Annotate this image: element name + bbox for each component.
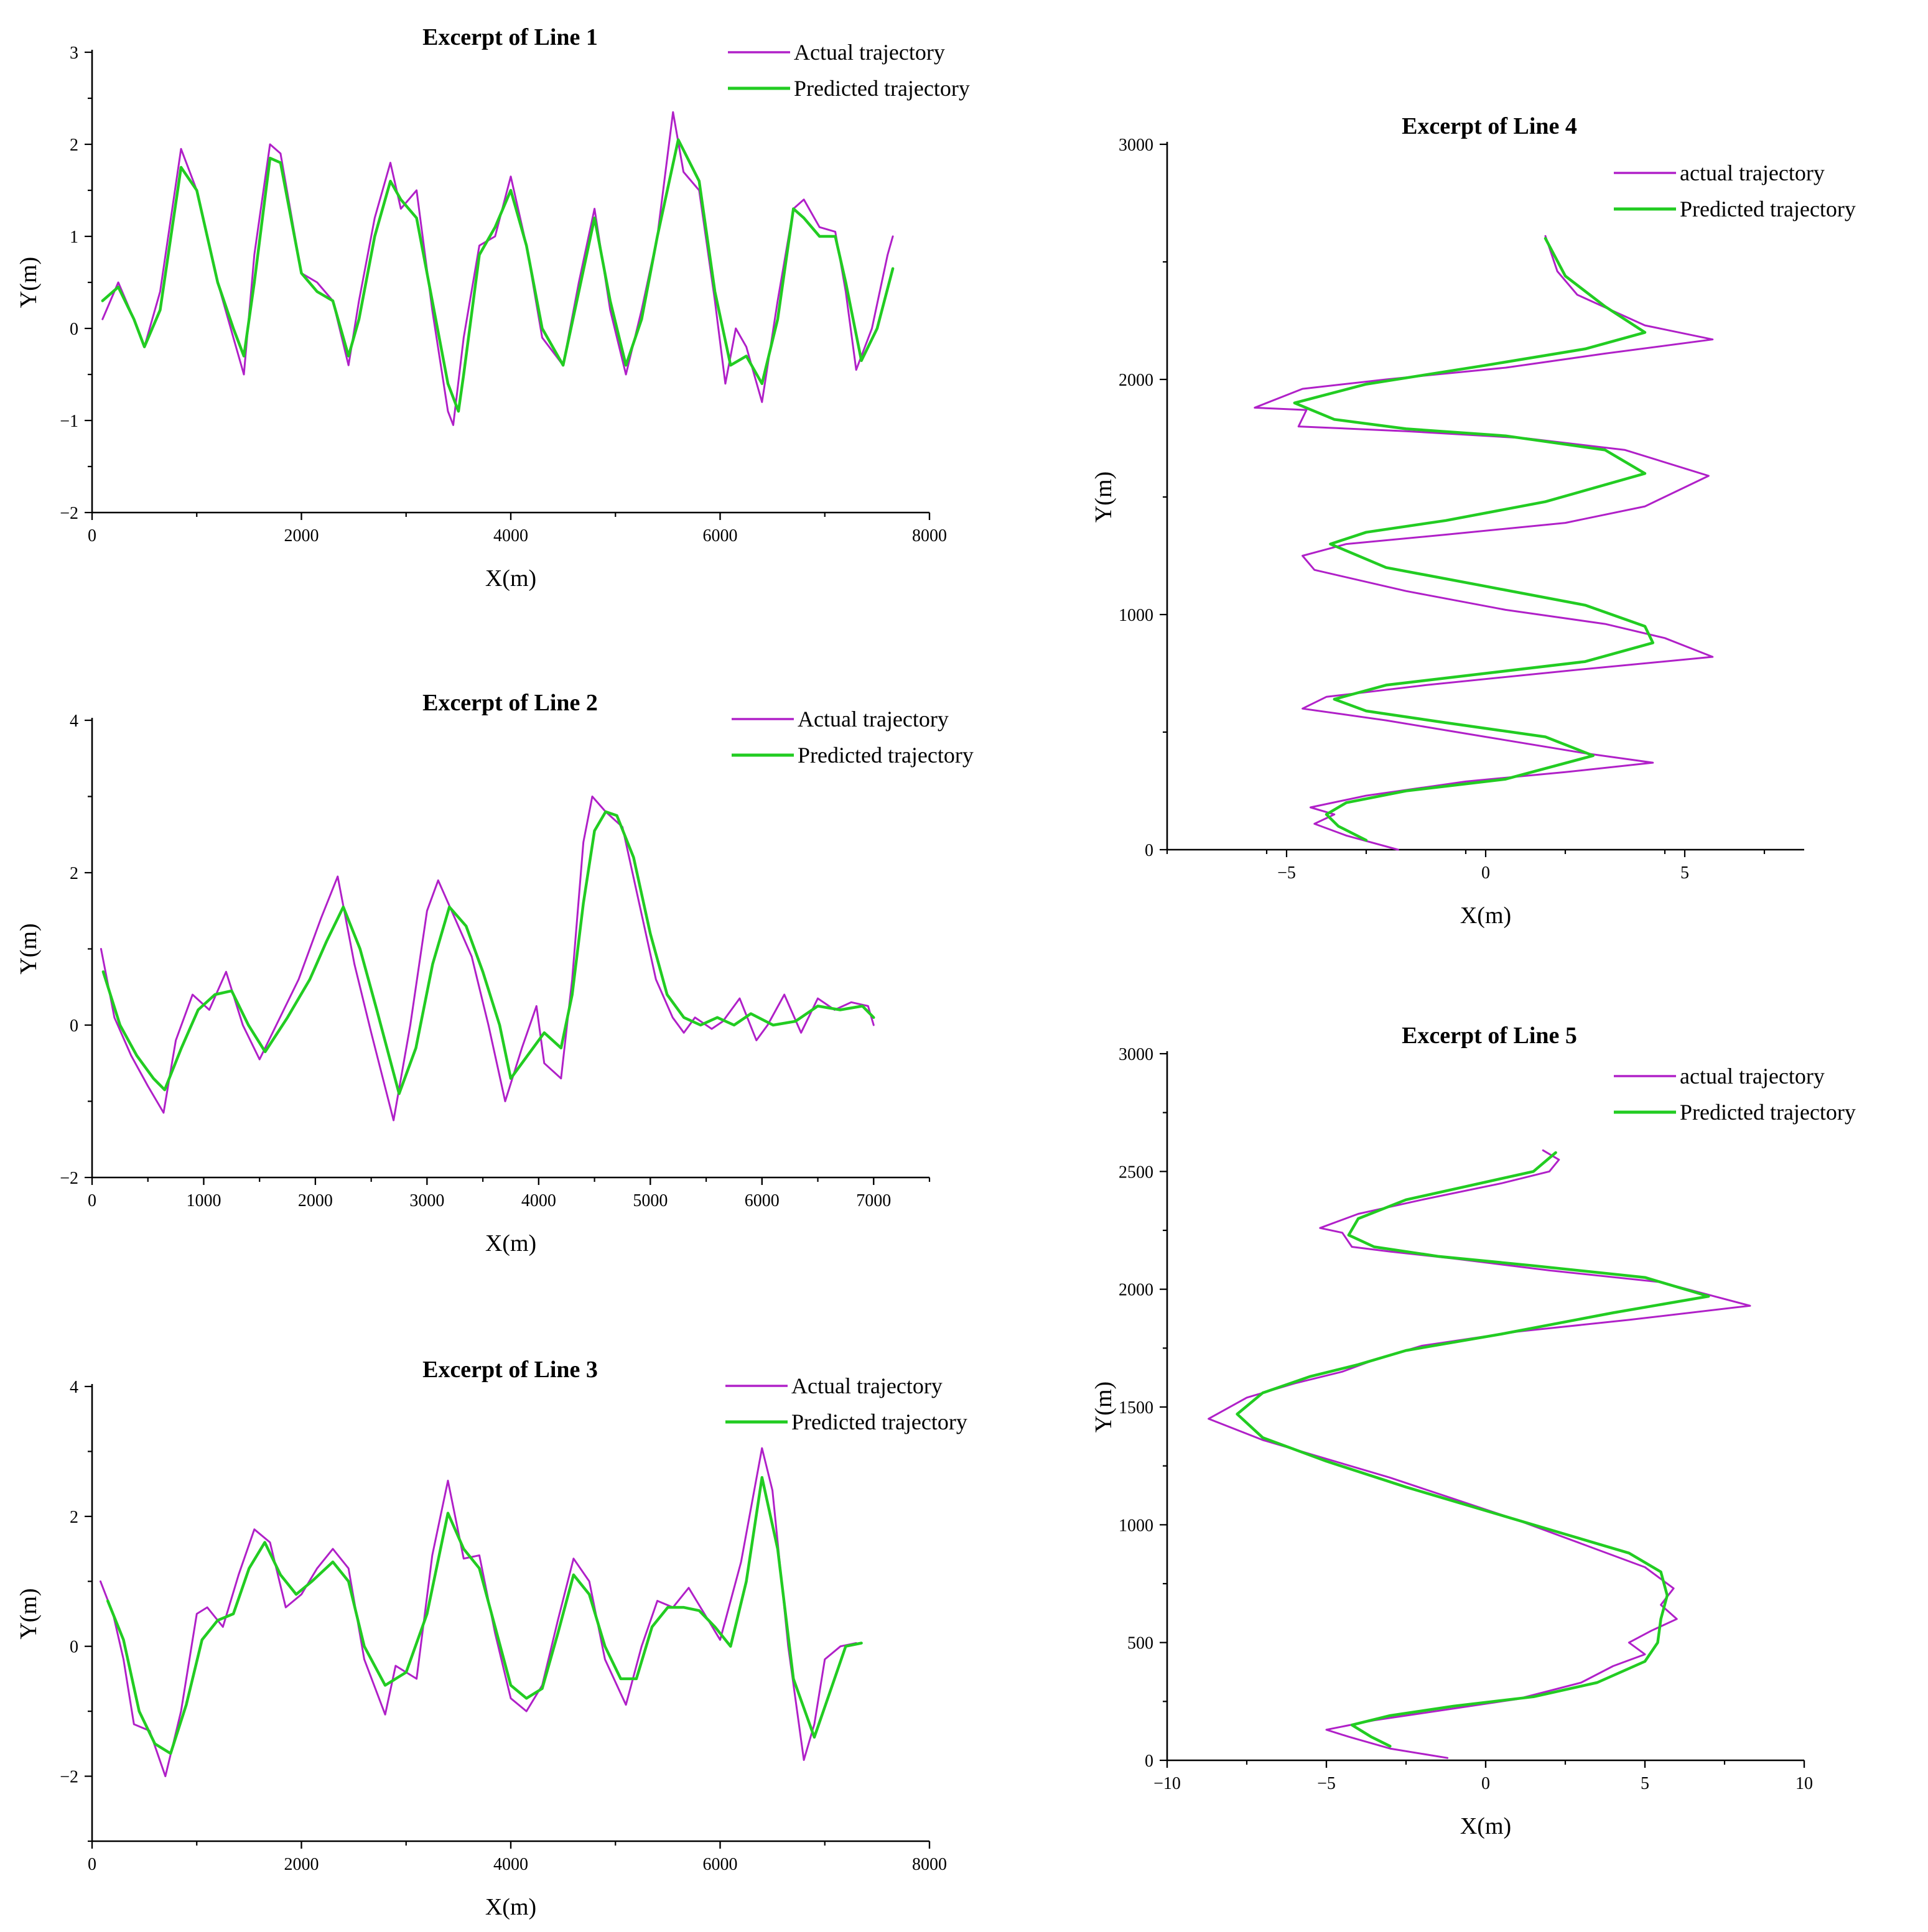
y-tick-label: 2 — [70, 864, 78, 883]
y-tick-label: 0 — [1145, 1752, 1153, 1771]
chart-title: Excerpt of Line 2 — [422, 690, 598, 716]
y-tick-label: 3000 — [1119, 1045, 1153, 1064]
x-tick-label: 6000 — [703, 1855, 738, 1874]
chart-title: Excerpt of Line 3 — [422, 1357, 598, 1383]
y-tick-label: 3 — [70, 44, 78, 63]
predicted-trajectory-line — [1293, 236, 1655, 842]
x-tick-label: 7000 — [856, 1191, 891, 1210]
x-tick-label: 4000 — [493, 1855, 528, 1874]
x-tick-label: 10 — [1795, 1774, 1813, 1793]
x-tick-label: −10 — [1153, 1774, 1181, 1793]
legend-label: Actual trajectory — [798, 707, 949, 731]
y-tick-label: 2 — [70, 136, 78, 155]
legend-label: Predicted trajectory — [798, 743, 974, 768]
y-axis-label: Y(m) — [16, 257, 42, 308]
x-tick-label: 8000 — [912, 526, 947, 546]
x-tick-label: 3000 — [409, 1191, 444, 1210]
y-tick-label: 1000 — [1119, 1516, 1153, 1535]
y-tick-label: 0 — [1145, 841, 1153, 860]
chart-title: Excerpt of Line 5 — [1402, 1023, 1577, 1049]
x-axis-label: X(m) — [485, 565, 536, 592]
actual-trajectory-line — [1254, 235, 1714, 851]
chart-title: Excerpt of Line 1 — [422, 24, 598, 50]
actual-trajectory-line — [101, 111, 894, 426]
predicted-trajectory-line — [101, 810, 875, 1095]
x-tick-label: 8000 — [912, 1855, 947, 1874]
x-tick-label: 4000 — [493, 526, 528, 546]
legend-label: Predicted trajectory — [791, 1410, 967, 1434]
y-axis-label: Y(m) — [1091, 471, 1117, 522]
y-tick-label: 0 — [70, 1638, 78, 1657]
y-tick-label: 1000 — [1119, 606, 1153, 625]
x-tick-label: 0 — [88, 1855, 96, 1874]
y-tick-label: 2000 — [1119, 371, 1153, 390]
y-tick-label: 3000 — [1119, 136, 1153, 155]
x-tick-label: −5 — [1277, 863, 1296, 883]
y-tick-label: 4 — [70, 712, 78, 731]
legend-label: Actual trajectory — [791, 1373, 943, 1398]
y-tick-label: −1 — [60, 412, 78, 431]
y-tick-label: 1500 — [1119, 1398, 1153, 1418]
x-tick-label: 4000 — [521, 1191, 556, 1210]
legend-label: Predicted trajectory — [794, 76, 970, 101]
legend-label: Actual trajectory — [794, 40, 945, 65]
chart-4: −5 0 5 0 1000 2000 3000 X(m) Y(m) Excerpt of Line… — [1091, 113, 1856, 929]
x-axis-label: X(m) — [1460, 1813, 1511, 1839]
y-axis-label: Y(m) — [1091, 1382, 1117, 1433]
chart-5: −10 −5 0 5 10 0 500 1000 1500 2000 2500 3000 X(m) Y(m… — [1091, 1023, 1856, 1839]
x-axis-label: X(m) — [1460, 903, 1511, 929]
x-tick-label: 0 — [88, 1191, 96, 1210]
x-tick-label: 5 — [1641, 1774, 1649, 1793]
x-tick-label: 6000 — [745, 1191, 780, 1210]
chart-title: Excerpt of Line 4 — [1402, 113, 1577, 139]
x-axis-label: X(m) — [485, 1230, 536, 1256]
predicted-trajectory-line — [106, 1475, 863, 1755]
y-tick-label: 2 — [70, 1508, 78, 1527]
y-tick-label: 0 — [70, 1016, 78, 1036]
y-axis-label: Y(m) — [16, 923, 42, 974]
y-tick-label: −2 — [60, 1169, 78, 1188]
chart-2: 0 1000 2000 3000 4000 5000 6000 7000 −2 0 2 4 X(m) Y(… — [16, 690, 974, 1256]
x-axis-label: X(m) — [485, 1894, 536, 1920]
x-tick-label: 5 — [1680, 863, 1689, 883]
y-tick-label: 2000 — [1119, 1281, 1153, 1300]
x-tick-label: 2000 — [284, 526, 319, 546]
x-tick-label: −5 — [1317, 1774, 1336, 1793]
legend-label: actual trajectory — [1680, 160, 1825, 185]
y-tick-label: 2500 — [1119, 1163, 1153, 1182]
x-tick-label: 0 — [1481, 1774, 1490, 1793]
chart-3: 0 2000 4000 6000 8000 −2 0 2 4 X(m) Y(m) Excerpt of… — [16, 1357, 967, 1920]
y-tick-label: −2 — [60, 1768, 78, 1787]
legend-label: Predicted trajectory — [1680, 1100, 1856, 1125]
y-axis-label: Y(m) — [16, 1588, 42, 1639]
predicted-trajectory-line — [1236, 1151, 1710, 1748]
y-tick-label: 1 — [70, 228, 78, 247]
actual-trajectory-line — [1208, 1149, 1751, 1759]
x-tick-label: 2000 — [298, 1191, 333, 1210]
legend-label: actual trajectory — [1680, 1064, 1825, 1089]
x-tick-label: 1000 — [186, 1191, 221, 1210]
x-tick-label: 0 — [1481, 863, 1490, 883]
x-tick-label: 0 — [88, 526, 96, 546]
chart-1: 0 2000 4000 6000 8000 −2 −1 0 1 2 3 X(m) Y(m) Excerpt… — [16, 24, 970, 592]
predicted-trajectory-line — [101, 138, 895, 413]
y-tick-label: 4 — [70, 1378, 78, 1397]
y-tick-label: 0 — [70, 320, 78, 339]
actual-trajectory-line — [100, 1447, 857, 1778]
y-tick-label: 500 — [1127, 1634, 1153, 1653]
x-tick-label: 6000 — [703, 526, 738, 546]
x-tick-label: 5000 — [633, 1191, 668, 1210]
x-tick-label: 2000 — [284, 1855, 319, 1874]
actual-trajectory-line — [100, 796, 875, 1122]
legend-label: Predicted trajectory — [1680, 197, 1856, 221]
y-tick-label: −2 — [60, 504, 78, 523]
